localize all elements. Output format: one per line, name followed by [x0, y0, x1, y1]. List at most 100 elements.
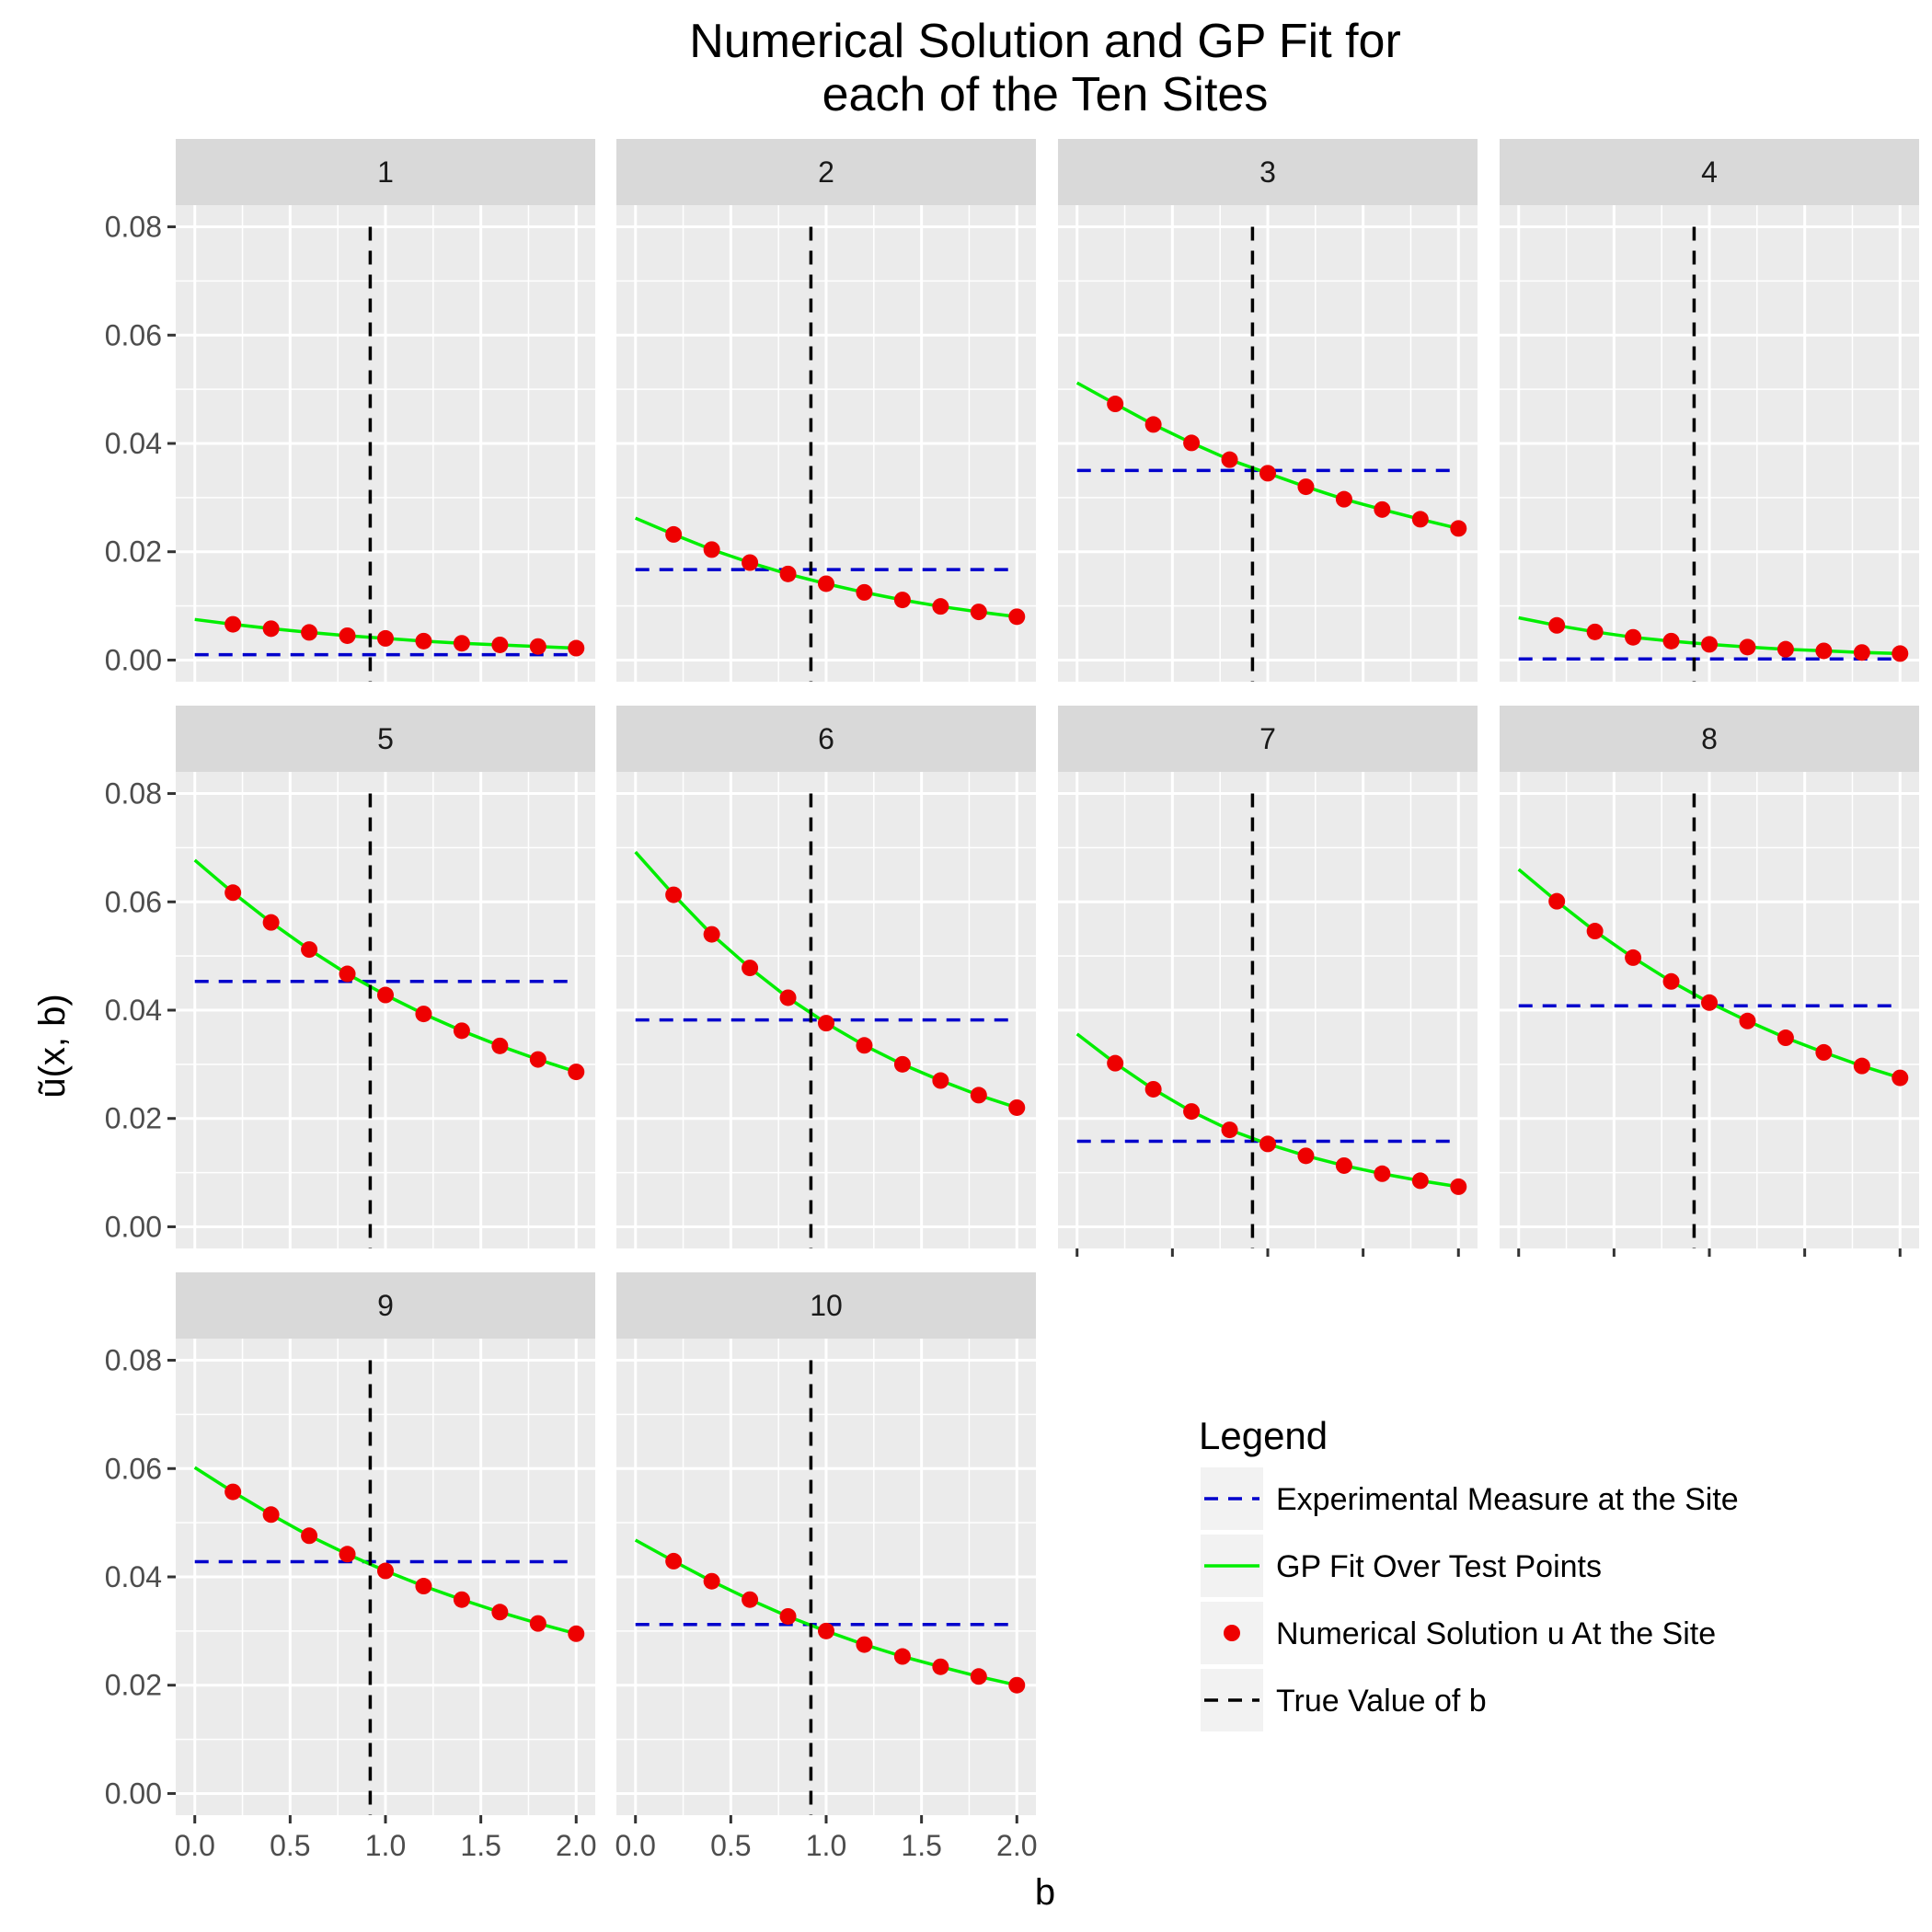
numerical-solution-point	[1450, 520, 1467, 537]
numerical-solution-point	[1259, 465, 1276, 482]
numerical-solution-point	[1662, 972, 1680, 990]
numerical-solution-point	[262, 914, 280, 931]
facet-panel-6: 6	[616, 706, 1036, 1248]
numerical-solution-point	[377, 986, 394, 1004]
legend-entry-numerical: Numerical Solution u At the Site	[1201, 1602, 1716, 1664]
numerical-solution-point	[1259, 1135, 1276, 1153]
numerical-solution-point	[301, 1527, 318, 1545]
numerical-solution-point	[1144, 416, 1162, 433]
numerical-solution-point	[377, 1562, 394, 1580]
numerical-solution-point	[453, 1591, 470, 1608]
numerical-solution-point	[1221, 1121, 1238, 1139]
numerical-solution-point	[1107, 396, 1124, 413]
y-tick-label: 0.08	[105, 777, 162, 811]
numerical-solution-point	[1183, 434, 1201, 452]
numerical-solution-point	[262, 1506, 280, 1524]
x-tick-label: 2.0	[996, 1829, 1037, 1862]
legend-dot-icon	[1224, 1625, 1240, 1641]
y-tick-label: 0.08	[105, 1344, 162, 1377]
numerical-solution-point	[529, 1051, 546, 1068]
numerical-solution-point	[856, 583, 873, 601]
numerical-solution-point	[415, 1578, 432, 1595]
numerical-solution-point	[529, 1615, 546, 1632]
numerical-solution-point	[779, 989, 797, 1006]
numerical-solution-point	[970, 1668, 987, 1685]
legend-label: Numerical Solution u At the Site	[1276, 1616, 1716, 1651]
numerical-solution-point	[1411, 511, 1429, 528]
numerical-solution-point	[856, 1636, 873, 1653]
numerical-solution-point	[818, 1622, 834, 1639]
numerical-solution-point	[742, 1591, 759, 1608]
y-tick-label: 0.06	[105, 1452, 162, 1485]
numerical-solution-point	[262, 620, 280, 638]
numerical-solution-point	[665, 886, 683, 903]
y-tick-label: 0.00	[105, 1210, 162, 1243]
numerical-solution-point	[377, 629, 394, 647]
numerical-solution-point	[224, 1483, 242, 1501]
legend-label: True Value of b	[1276, 1684, 1487, 1719]
y-tick-label: 0.02	[105, 1669, 162, 1702]
numerical-solution-point	[1548, 892, 1566, 910]
numerical-solution-point	[1701, 636, 1718, 653]
x-tick-label: 2.0	[556, 1829, 596, 1862]
facet-panels: 10.000.020.040.060.082 3 450.000.020.040.0…	[105, 139, 1919, 1862]
numerical-solution-point	[453, 1022, 470, 1040]
numerical-solution-point	[1221, 451, 1238, 468]
numerical-solution-point	[1107, 1054, 1124, 1072]
y-tick-label: 0.06	[105, 885, 162, 918]
facet-strip	[1058, 706, 1478, 772]
facet-panel-10: 10 0.0 0.5 1.0 1.5 2.0	[615, 1272, 1038, 1862]
facet-strip-label: 6	[818, 722, 834, 755]
numerical-solution-point	[1777, 1029, 1794, 1047]
numerical-solution-point	[1144, 1080, 1162, 1098]
y-tick-label: 0.06	[105, 318, 162, 351]
numerical-solution-point	[1739, 1012, 1756, 1029]
numerical-solution-point	[568, 1625, 585, 1642]
x-tick-label: 0.0	[615, 1829, 655, 1862]
numerical-solution-point	[970, 604, 987, 621]
numerical-solution-point	[703, 541, 720, 558]
y-tick-label: 0.04	[105, 427, 162, 460]
numerical-solution-point	[932, 1658, 949, 1675]
numerical-solution-point	[818, 575, 834, 592]
chart-title-line-2: each of the Ten Sites	[822, 68, 1269, 121]
numerical-solution-point	[779, 1607, 797, 1625]
numerical-solution-point	[568, 1064, 585, 1081]
x-axis-title: b	[1035, 1872, 1055, 1913]
numerical-solution-point	[301, 941, 318, 959]
numerical-solution-point	[779, 565, 797, 582]
numerical-solution-point	[703, 1572, 720, 1590]
numerical-solution-point	[665, 525, 683, 543]
numerical-solution-point	[1450, 1178, 1467, 1195]
legend-entry-gp_fit: GP Fit Over Test Points	[1201, 1535, 1602, 1597]
numerical-solution-point	[339, 965, 356, 983]
numerical-solution-point	[1892, 645, 1909, 662]
numerical-solution-point	[970, 1087, 987, 1104]
legend-label: GP Fit Over Test Points	[1276, 1549, 1602, 1584]
numerical-solution-point	[491, 1604, 509, 1621]
facet-strip	[616, 139, 1036, 205]
numerical-solution-point	[893, 1648, 911, 1665]
facet-strip	[616, 706, 1036, 772]
numerical-solution-point	[1586, 623, 1604, 640]
numerical-solution-point	[1662, 632, 1680, 650]
numerical-solution-point	[856, 1037, 873, 1054]
y-tick-label: 0.00	[105, 643, 162, 676]
facet-strip-label: 7	[1259, 722, 1276, 755]
facet-panel-1: 1 0.00 0.02 0.04 0.06 0.08	[105, 139, 595, 682]
legend-label: Experimental Measure at the Site	[1276, 1482, 1739, 1517]
numerical-solution-point	[1297, 478, 1315, 496]
numerical-solution-point	[1777, 640, 1794, 658]
numerical-solution-point	[1701, 994, 1718, 1011]
numerical-solution-point	[893, 1055, 911, 1073]
x-tick-label: 1.5	[901, 1829, 941, 1862]
numerical-solution-point	[1739, 638, 1756, 656]
numerical-solution-point	[818, 1015, 834, 1032]
numerical-solution-point	[339, 627, 356, 644]
numerical-solution-point	[1892, 1069, 1909, 1087]
y-tick-label: 0.08	[105, 211, 162, 244]
facet-panel-4: 4	[1500, 139, 1919, 682]
facet-strip-label: 9	[377, 1289, 394, 1322]
numerical-solution-point	[224, 615, 242, 633]
numerical-solution-point	[491, 636, 509, 653]
